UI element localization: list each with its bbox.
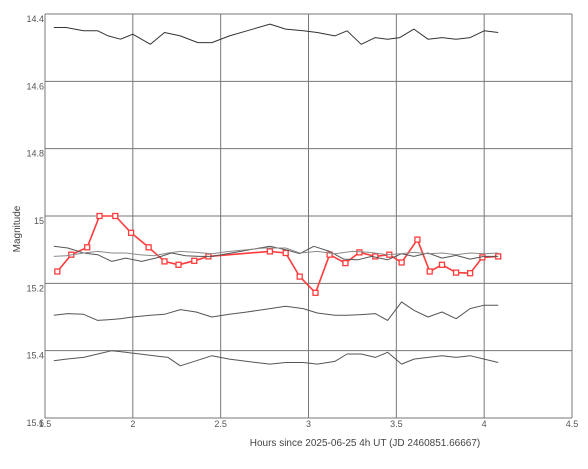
- data-point: [161, 258, 168, 265]
- y-tick-label: 15: [34, 216, 44, 226]
- y-tick-label: 14.4: [26, 14, 44, 24]
- series-comparison-gray: [53, 247, 499, 257]
- x-tick-label: 3.5: [390, 419, 403, 429]
- data-point: [426, 268, 433, 275]
- data-point: [54, 268, 61, 275]
- data-point: [466, 270, 474, 277]
- data-point: [84, 244, 91, 251]
- x-tick-label: 4.5: [566, 419, 579, 429]
- series-comparison-mid: [53, 245, 499, 262]
- y-tick-label: 14.8: [26, 149, 44, 159]
- y-axis-label: Magnitude: [12, 205, 23, 252]
- series-line-target: [56, 215, 499, 294]
- data-point: [312, 289, 319, 296]
- data-point: [282, 249, 289, 257]
- data-point: [127, 229, 135, 236]
- data-point: [296, 273, 303, 280]
- y-tick-label: 15.4: [26, 351, 44, 361]
- series-line-comparison-top: [53, 23, 499, 45]
- data-point: [398, 259, 405, 266]
- series-comparison-bottom: [53, 350, 499, 367]
- data-point: [326, 251, 333, 258]
- data-point: [356, 249, 363, 256]
- x-tick-label: 3: [306, 419, 311, 429]
- data-point: [96, 212, 103, 220]
- x-axis-label: Hours since 2025-06-25 4h UT (JD 2460851…: [250, 438, 481, 449]
- x-tick-label: 4: [482, 419, 487, 429]
- series-line-comparison-bottom: [53, 350, 499, 367]
- data-point: [342, 259, 349, 267]
- x-tick-label: 2: [130, 419, 135, 429]
- y-tick-label: 15.6: [26, 418, 44, 428]
- data-point: [266, 248, 274, 255]
- tick-labels: 1.5 2 2.5 3 3.5 4 4.5 14.4 14.6 14.8 15 15.2 15.4 15.…: [26, 14, 578, 429]
- data-point: [191, 257, 198, 264]
- data-point: [438, 261, 446, 268]
- series-line-comparison-gray: [53, 247, 499, 257]
- data-point: [452, 269, 460, 276]
- data-point: [175, 261, 182, 268]
- series-line-comparison-low: [53, 301, 499, 321]
- x-tick-label: 2.5: [214, 419, 227, 429]
- series-comparison-low: [53, 301, 499, 321]
- series-layer: [53, 23, 502, 367]
- data-point: [145, 244, 152, 251]
- x-tick-label: 1.5: [39, 419, 52, 429]
- grid-lines: [44, 13, 573, 419]
- y-tick-label: 14.6: [26, 81, 44, 91]
- data-point: [112, 212, 119, 220]
- series-comparison-top: [53, 23, 499, 45]
- y-tick-label: 15.2: [26, 283, 44, 293]
- series-line-comparison-mid: [53, 245, 499, 262]
- data-point: [414, 236, 421, 243]
- series-target: [54, 212, 502, 296]
